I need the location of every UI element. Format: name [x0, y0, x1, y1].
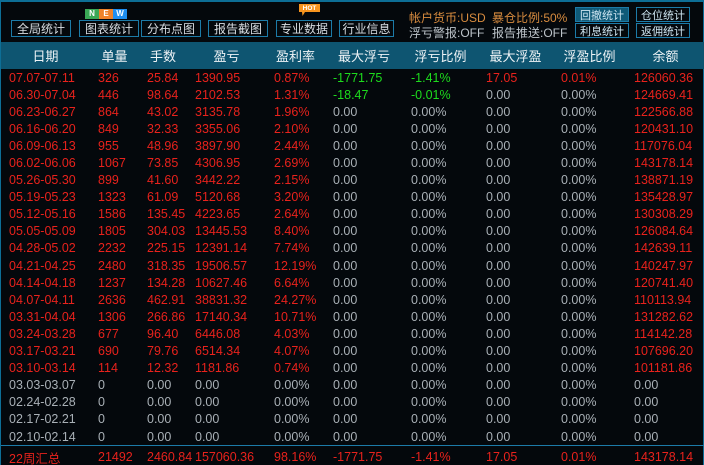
svg-text:HOT: HOT: [303, 5, 317, 12]
